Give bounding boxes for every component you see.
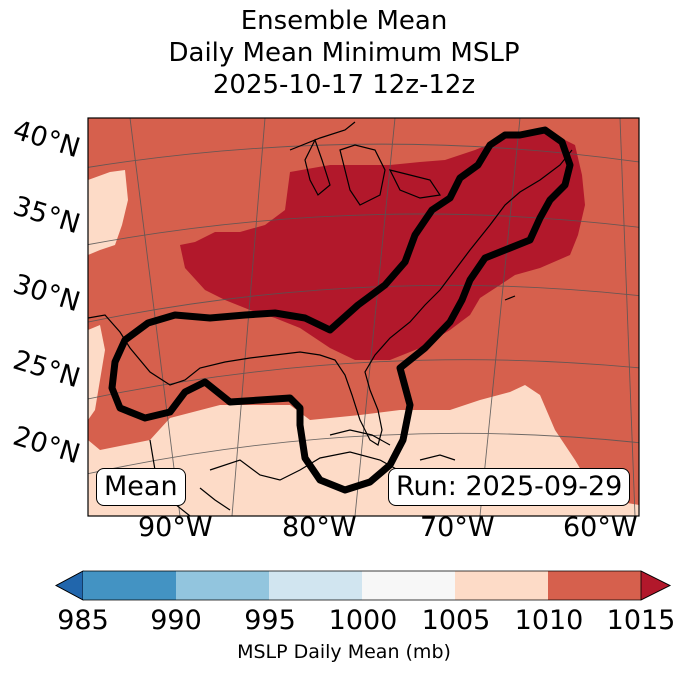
colorbar-tick-1000: 1000 (328, 605, 398, 636)
graticule (88, 118, 639, 516)
colorbar-segment-1000-1005 (362, 571, 455, 600)
colorbar-tick-985: 985 (57, 605, 109, 636)
colorbar-tick-1010: 1010 (514, 605, 584, 636)
field-1005-1010-west-coast (88, 325, 105, 420)
map-frame (87, 117, 640, 517)
coastlines (88, 121, 573, 516)
colorbar-segment-990-995 (176, 571, 269, 600)
colorbar-under-arrow (55, 570, 84, 601)
colorbar-tick-1015: 1015 (606, 605, 676, 636)
run-date-label: Run: 2025-09-29 (388, 468, 631, 506)
colorbar-segment-1005-1010 (455, 571, 548, 600)
lon-label-60w: 60°W (563, 512, 638, 543)
colorbar-tick-1005: 1005 (421, 605, 491, 636)
lon-label-70w: 70°W (420, 512, 495, 543)
colorbar-tick-995: 995 (244, 605, 296, 636)
lon-label-90w: 90°W (138, 512, 213, 543)
ensemble-contour (108, 126, 574, 494)
field-1005-1010-northwest (88, 170, 128, 255)
colorbar-segment-1010-1015 (548, 571, 641, 600)
colorbar-label: MSLP Daily Mean (mb) (237, 641, 451, 663)
colorbar-outline (55, 570, 671, 601)
title-line-3: 2025-10-17 12z-12z (212, 70, 476, 100)
colorbar-tick-990: 990 (150, 605, 202, 636)
lon-label-80w: 80°W (282, 512, 357, 543)
title-line-1: Ensemble Mean (240, 6, 448, 36)
colorbar-segment-985-990 (83, 571, 176, 600)
title-line-2: Daily Mean Minimum MSLP (168, 38, 520, 68)
colorbar-segment-995-1000 (269, 571, 362, 600)
mean-label: Mean (96, 468, 186, 506)
colorbar-over-arrow (640, 570, 671, 601)
